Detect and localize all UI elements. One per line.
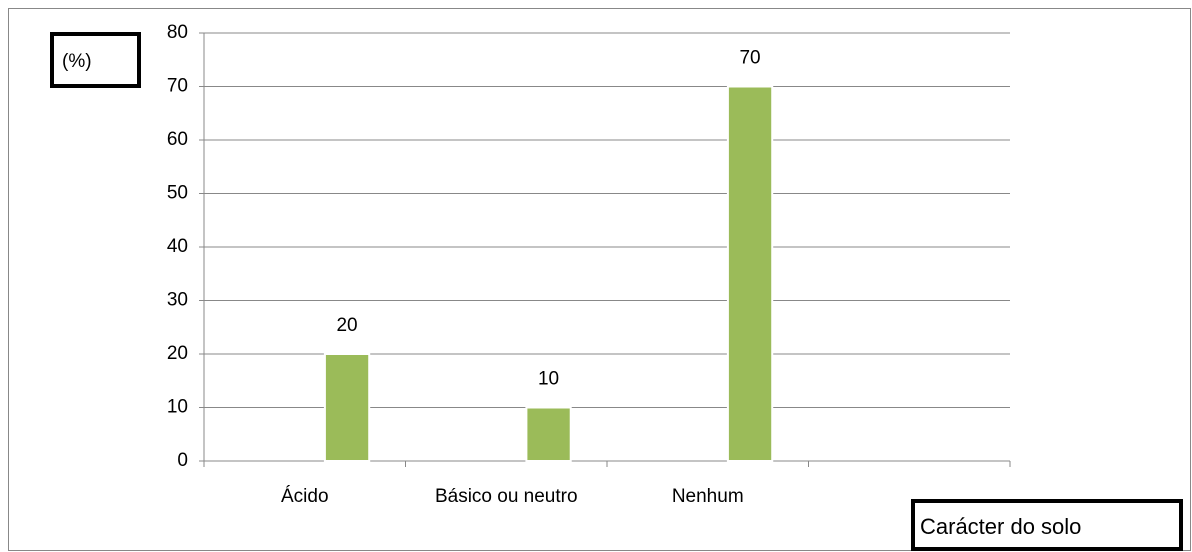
y-tick-label: 30 [167,290,188,311]
y-tick-label: 20 [167,343,188,364]
data-label: 10 [538,369,559,390]
x-label-box [911,499,1183,551]
x-axis-label: Carácter do solo [920,514,1081,539]
bar [525,406,572,462]
y-tick-label: 0 [177,450,188,471]
x-tick-label: Nenhum [672,486,744,507]
y-tick-label: 10 [167,397,188,418]
data-label: 70 [739,48,760,69]
data-label: 20 [336,315,357,336]
y-tick-label: 70 [167,76,188,97]
x-tick-label: Ácido [281,486,329,507]
y-tick-label: 40 [167,236,188,257]
y-tick-label: 50 [167,183,188,204]
x-tick-label: Básico ou neutro [435,486,578,507]
chart-border [8,8,1191,551]
y-tick-label: 60 [167,129,188,150]
bar [323,353,371,462]
y-tick-label: 80 [167,22,188,43]
bar [726,85,774,462]
y-axis-label: (%) [62,51,92,72]
y-label-box [50,32,141,88]
